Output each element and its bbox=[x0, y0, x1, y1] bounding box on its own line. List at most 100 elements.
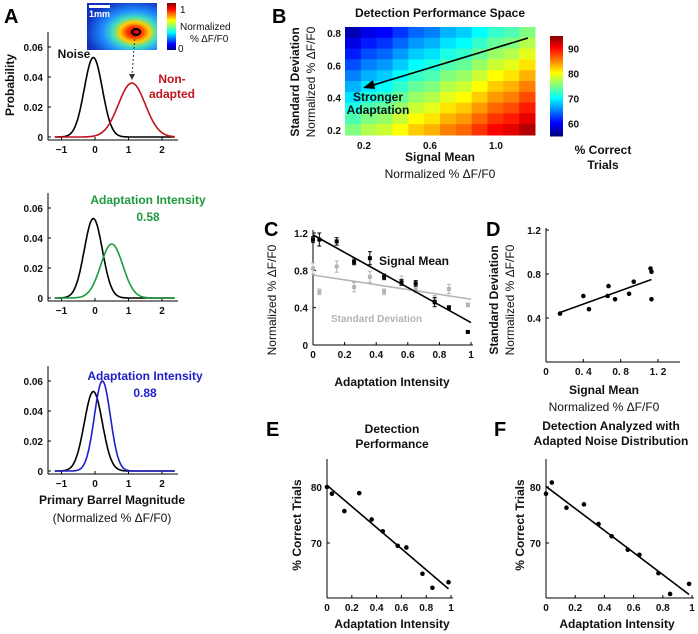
heatmap-cell bbox=[345, 113, 362, 125]
panel-a1-xtick-label: 2 bbox=[159, 145, 165, 156]
heatmap-cell bbox=[487, 70, 504, 82]
heatmap-cell bbox=[360, 124, 378, 136]
panel-d-ylabel: Standard Deviation bbox=[487, 245, 501, 354]
heatmap-cell bbox=[360, 102, 378, 114]
heatmap-cell bbox=[408, 113, 425, 125]
heatmap-cell bbox=[345, 70, 362, 82]
data-point bbox=[413, 287, 418, 292]
panel-b-ytick-label: 0.4 bbox=[327, 94, 341, 105]
colorbar-segment bbox=[550, 108, 563, 111]
colorbar-tick-label: 90 bbox=[568, 45, 580, 56]
adapt-058-value: 0.58 bbox=[136, 210, 160, 224]
heatmap-cell bbox=[345, 81, 362, 93]
data-point bbox=[356, 490, 362, 496]
non-adapted-label-1: Non- bbox=[158, 72, 185, 86]
heatmap-cell bbox=[408, 124, 425, 136]
heatmap-cell bbox=[376, 37, 393, 50]
heatmap-cell bbox=[376, 102, 393, 114]
heatmap-cell bbox=[392, 102, 409, 114]
colorbar-segment bbox=[550, 124, 563, 127]
heatmap-cell bbox=[471, 48, 488, 60]
heatmap-cell bbox=[345, 48, 362, 60]
panel-b-ytick-label: 0.2 bbox=[327, 126, 341, 137]
noise-distribution-curve bbox=[54, 390, 175, 472]
data-point bbox=[311, 237, 315, 242]
panel-e-xtick-label: 0.4 bbox=[370, 603, 384, 614]
heatmap-cell bbox=[487, 48, 504, 60]
data-point bbox=[465, 302, 470, 307]
heatmap-cell bbox=[487, 59, 504, 71]
panel-a1-xtick-label: 0 bbox=[92, 145, 98, 156]
colorbar-segment bbox=[550, 40, 563, 43]
data-point bbox=[446, 287, 451, 291]
data-point bbox=[612, 297, 618, 302]
panel-e-xtick-label: 1 bbox=[448, 603, 454, 614]
heatmap-cell bbox=[345, 124, 362, 136]
heatmap-cell bbox=[360, 37, 378, 50]
data-point bbox=[430, 585, 435, 591]
inset-colorbar-label-2: % ΔF/F0 bbox=[190, 34, 229, 45]
data-point bbox=[432, 300, 437, 305]
panel-d-ytick-label: 1.2 bbox=[527, 226, 541, 237]
chart-marks: −1 0 1 2 0 0.02 0.04 0.06 −1 0 1 2 0 0.02 0.04 0.06 −1 0 1… bbox=[24, 27, 695, 614]
barrel-image-inset: 1mm 1 0 Normalized % ΔF/F0 bbox=[87, 3, 231, 80]
heatmap-cell bbox=[487, 37, 504, 50]
standard-deviation-legend: Standard Deviation bbox=[331, 314, 422, 325]
panel-a3-ytick-label: 0.04 bbox=[24, 407, 44, 418]
heatmap-cell bbox=[519, 113, 536, 125]
heatmap-cell bbox=[345, 37, 362, 50]
panel-a2-xtick-label: 0 bbox=[92, 306, 98, 317]
data-point bbox=[367, 274, 372, 279]
colorbar-segment bbox=[550, 60, 563, 63]
panel-f-xtick-label: 1 bbox=[689, 603, 695, 614]
panel-a-xlabel: Primary Barrel Magnitude bbox=[39, 493, 185, 507]
heatmap-cell bbox=[503, 48, 520, 60]
panel-c-xtick-label: 1 bbox=[468, 350, 474, 361]
colorbar-segment bbox=[550, 92, 563, 95]
colorbar-segment bbox=[550, 130, 563, 133]
colorbar-segment bbox=[550, 104, 563, 107]
colorbar-segment bbox=[550, 48, 563, 51]
heatmap-cell bbox=[440, 27, 457, 39]
heatmap-cell bbox=[519, 27, 536, 39]
heatmap-cell bbox=[471, 124, 488, 136]
scale-bar bbox=[89, 5, 110, 8]
fit-line bbox=[326, 484, 450, 590]
colorbar-segment bbox=[550, 76, 563, 79]
heatmap-cell bbox=[424, 37, 441, 50]
heatmap-cell bbox=[424, 27, 441, 39]
panel-b-xtick-label: 0.6 bbox=[423, 141, 437, 152]
panel-f-xlabel: Adaptation Intensity bbox=[559, 617, 675, 631]
panel-d-ytick-label: 0.4 bbox=[527, 314, 541, 325]
panel-d-xtick-label: 0 bbox=[543, 367, 549, 378]
colorbar-segment bbox=[550, 90, 563, 93]
colorbar-label-1: % Correct bbox=[575, 143, 632, 157]
heatmap-cell bbox=[440, 70, 457, 82]
non-adapted-label-2: adapted bbox=[149, 87, 195, 101]
heatmap-cell bbox=[440, 37, 457, 50]
colorbar-segment bbox=[550, 74, 563, 77]
data-point bbox=[667, 591, 673, 597]
colorbar-segment bbox=[550, 70, 563, 73]
panel-f-xtick-label: 0.8 bbox=[656, 603, 670, 614]
heatmap-cell bbox=[440, 59, 457, 71]
colorbar-segment bbox=[550, 80, 563, 83]
heatmap-cell bbox=[503, 27, 520, 39]
heatmap-cell bbox=[440, 124, 457, 136]
colorbar-segment bbox=[550, 36, 563, 39]
colorbar-segment bbox=[550, 106, 563, 109]
heatmap-cell bbox=[487, 27, 504, 39]
panel-a2-xtick-label: 2 bbox=[159, 306, 165, 317]
adapt-058-label: Adaptation Intensity bbox=[90, 193, 206, 207]
heatmap-cell bbox=[519, 81, 536, 93]
data-point bbox=[649, 269, 654, 275]
colorbar-segment bbox=[550, 38, 563, 41]
data-point bbox=[334, 239, 339, 244]
heatmap-cell bbox=[455, 27, 473, 39]
data-point bbox=[596, 521, 601, 527]
heatmap-cell bbox=[360, 48, 378, 60]
inset-pointer-arrowhead bbox=[129, 74, 135, 80]
heatmap-cell bbox=[519, 59, 536, 71]
heatmap-cell bbox=[503, 81, 520, 93]
colorbar-segment bbox=[550, 82, 563, 85]
